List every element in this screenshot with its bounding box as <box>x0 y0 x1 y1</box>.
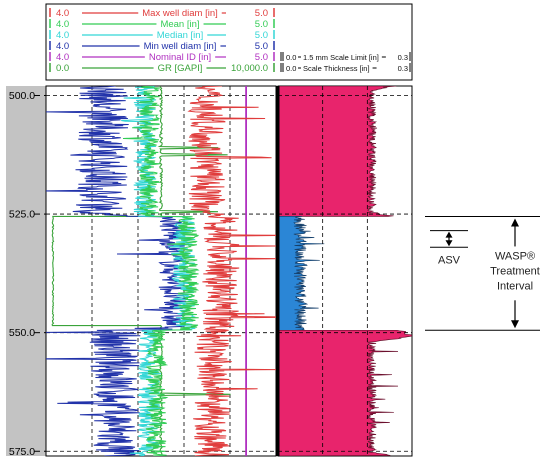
header-curve-name: Min well diam [in] <box>144 41 217 52</box>
header-rows: 4.0 Max well diam [in] 5.04.0 Mean [in] 5.04… <box>49 8 275 74</box>
header-row-4: 4.0 Min well diam [in] 5.0 <box>49 41 275 52</box>
curve-min-diam <box>46 86 187 456</box>
header-panel <box>45 3 413 81</box>
curve-gr <box>51 86 231 456</box>
header-curve-name: Mean [in] <box>160 19 199 30</box>
header-curve-name: GR [GAPI] <box>158 63 203 74</box>
header-row-6: 0.0 GR [GAPI] 10,000.0 <box>49 63 275 74</box>
header-curve-name: Median [in] <box>157 30 203 41</box>
depth-tick-label: 500.0 <box>9 90 35 102</box>
treatment-label-line: Treatment <box>490 265 540 277</box>
track2-header-name: Scale Thickness [in] <box>303 64 370 73</box>
depth-tick-label: 525.0 <box>9 209 35 221</box>
header-max-value: 5.0 <box>255 30 268 41</box>
treatment-label-line: WASP® <box>495 250 535 262</box>
header-min-value: 4.0 <box>56 8 69 19</box>
depth-tick-label: 575.0 <box>9 446 35 458</box>
header-max-value: 5.0 <box>255 41 268 52</box>
curve-max-diam <box>187 86 276 456</box>
track-2-grid <box>278 86 412 456</box>
header-min-value: 4.0 <box>56 52 69 63</box>
curve-mean <box>122 86 200 456</box>
header-row-3: 4.0 Median [in] 5.0 <box>49 30 275 41</box>
scale-thickness-fill <box>278 86 412 456</box>
track2-header: 0.0 1.5 mm Scale Limit [in] 0.3 0.0 Scale Th… <box>280 52 411 73</box>
track2-header-row-1: 0.0 1.5 mm Scale Limit [in] 0.3 <box>280 52 411 62</box>
track2-header-name: 1.5 mm Scale Limit [in] <box>303 53 379 62</box>
scale-thickness-zone-3 <box>278 329 412 456</box>
track-1-curves <box>46 86 276 456</box>
header-max-value: 5.0 <box>255 52 268 63</box>
header-min-value: 0.0 <box>56 63 69 74</box>
track2-header-max: 0.3 <box>398 64 408 73</box>
treatment-arrow-top-head <box>511 218 519 227</box>
track2-header-min: 0.0 <box>286 53 296 62</box>
header-max-value: 5.0 <box>255 19 268 30</box>
scale-thickness-zone-2 <box>278 216 325 331</box>
header-max-value: 10,000.0 <box>231 63 268 74</box>
header-row-1: 4.0 Max well diam [in] 5.0 <box>49 8 275 19</box>
asv-arrow-head-up <box>445 231 453 238</box>
depth-labels: 500.0 525.0 550.0 575.0 <box>9 90 46 458</box>
header-min-value: 4.0 <box>56 41 69 52</box>
header-min-value: 4.0 <box>56 19 69 30</box>
header-max-value: 5.0 <box>255 8 268 19</box>
depth-tick-label: 550.0 <box>9 327 35 339</box>
header-min-value: 4.0 <box>56 30 69 41</box>
header-row-5: 4.0 Nominal ID [in] 5.0 <box>49 52 275 63</box>
track2-header-row-2: 0.0 Scale Thickness [in] 0.3 <box>280 63 411 73</box>
track2-header-max: 0.3 <box>398 53 408 62</box>
header-curve-name: Nominal ID [in] <box>149 52 211 63</box>
annotations: WASP® Treatment Interval ASV <box>425 215 540 331</box>
track2-header-min: 0.0 <box>286 64 296 73</box>
treatment-label-line: Interval <box>497 280 533 292</box>
treatment-arrow-bottom-head <box>511 320 519 329</box>
asv-arrow-head-down <box>445 240 453 247</box>
header-row-2: 4.0 Mean [in] 5.0 <box>49 19 275 30</box>
header-curve-name: Max well diam [in] <box>142 8 218 19</box>
asv-label: ASV <box>438 254 461 266</box>
scale-thickness-zone-1 <box>278 86 397 217</box>
depth-track <box>6 86 46 456</box>
